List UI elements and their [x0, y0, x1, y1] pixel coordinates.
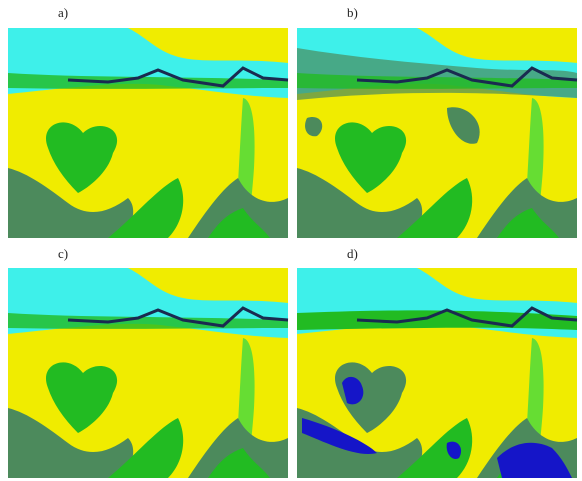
panel-image — [297, 268, 577, 478]
panel-label: a) — [58, 5, 68, 20]
panel-label: d) — [347, 246, 358, 261]
panel-label: c) — [58, 246, 68, 261]
panel-image — [297, 28, 577, 238]
panel-image — [8, 268, 288, 478]
panel-label: b) — [347, 5, 358, 20]
figure: a) b) c) d) — [0, 0, 582, 481]
panel-image — [8, 28, 288, 238]
